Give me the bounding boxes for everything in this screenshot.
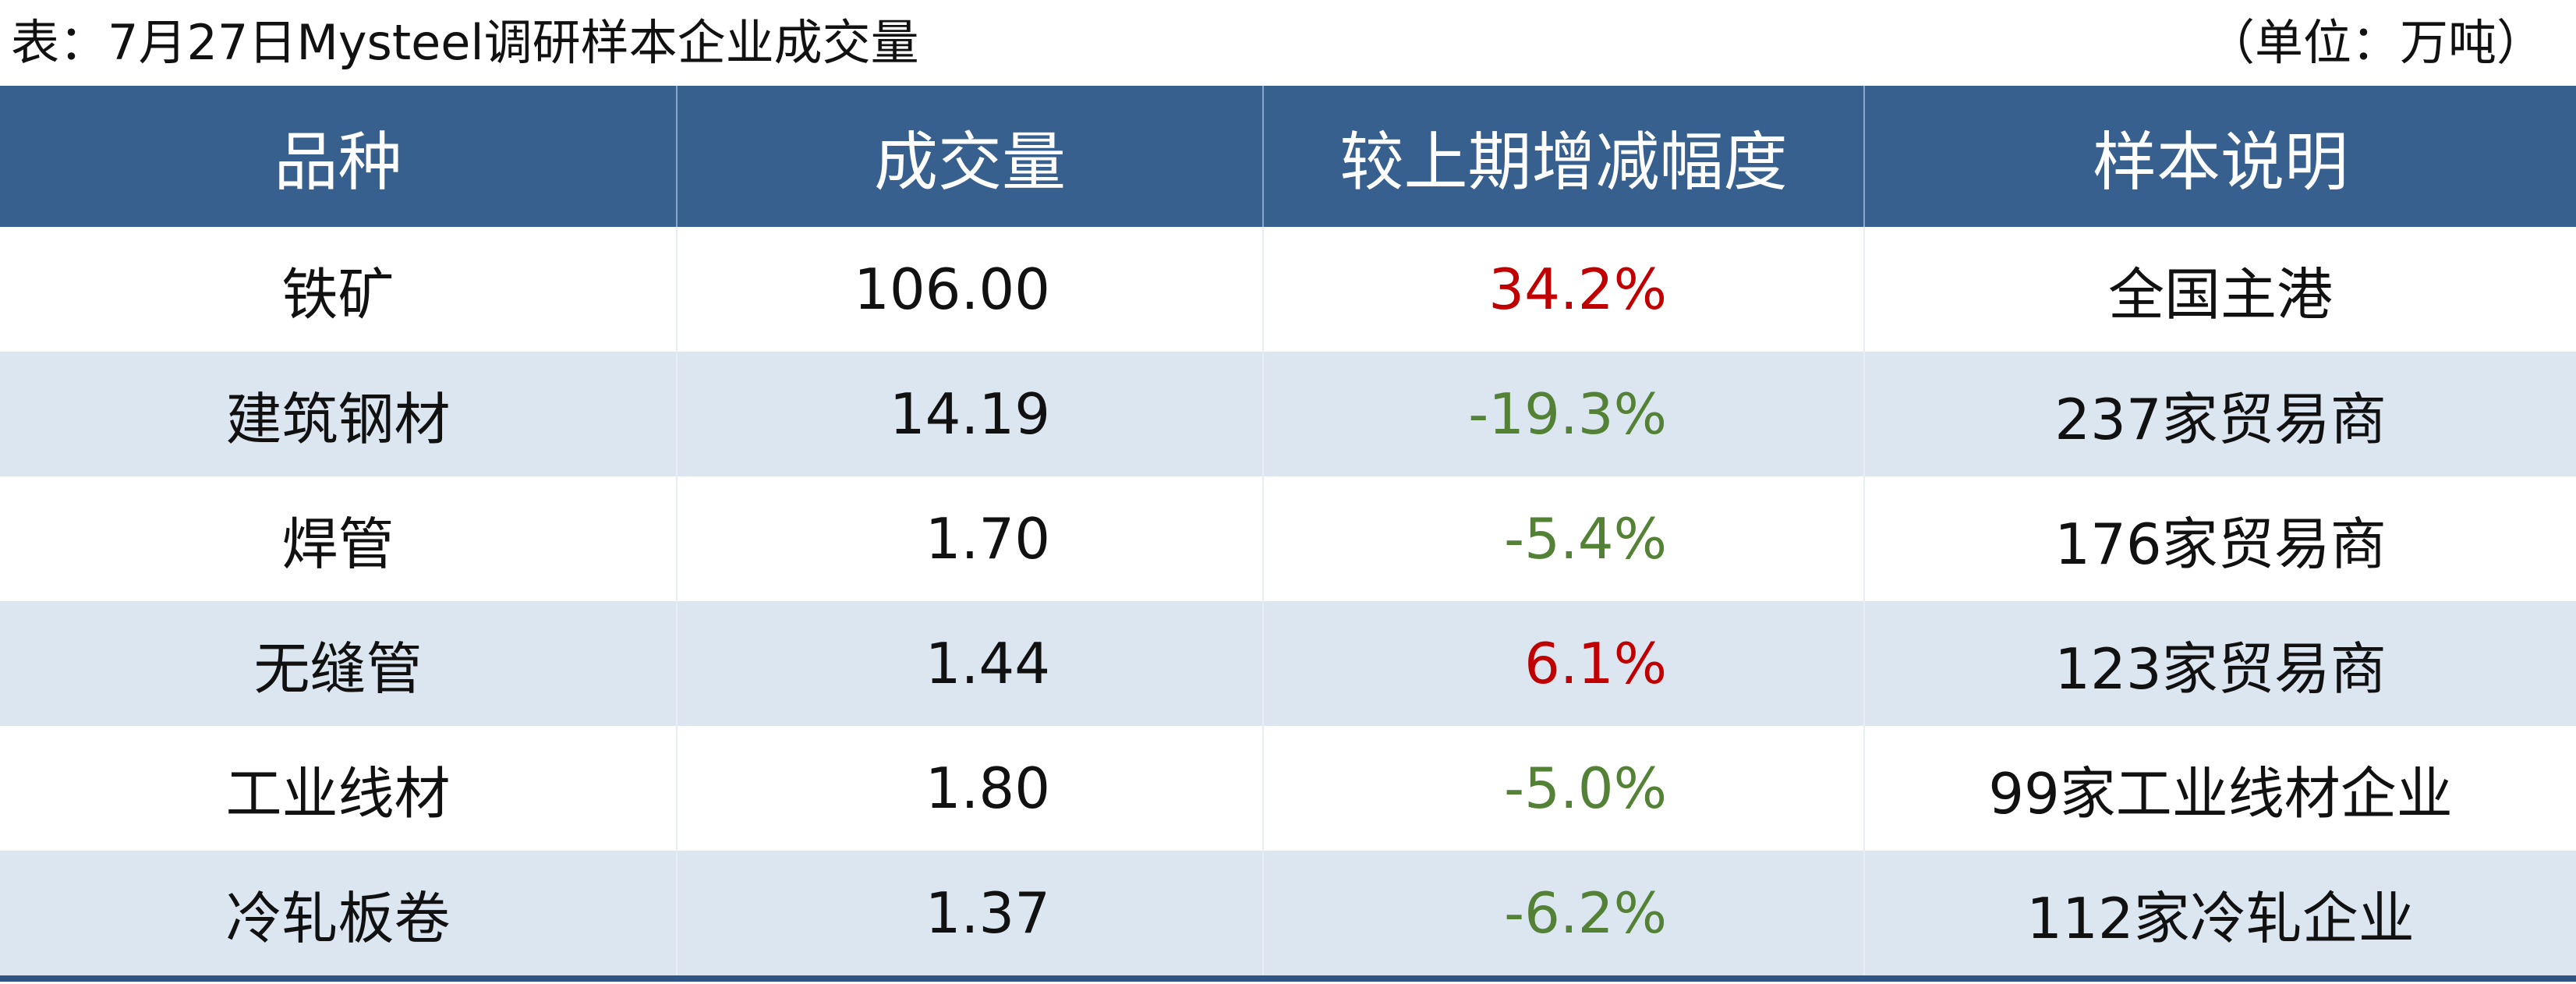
- column-header: 品种: [0, 86, 677, 227]
- table-cell: 建筑钢材: [0, 352, 677, 476]
- header-row: 品种 成交量 较上期增减幅度 样本说明: [0, 86, 2576, 227]
- table-cell: 123家贸易商: [1863, 601, 2576, 726]
- table-cell: -5.0%: [1262, 726, 1864, 851]
- table-cell: 237家贸易商: [1863, 352, 2576, 476]
- table-row: 工业线材 1.80 -5.0% 99家工业线材企业: [0, 726, 2576, 851]
- table-cell: 99家工业线材企业: [1863, 726, 2576, 851]
- table-cell: 焊管: [281, 511, 395, 577]
- table-row: 无缝管 1.44 6.1% 123家贸易商: [0, 601, 2576, 726]
- table-row: 铁矿 106.00 34.2% 全国主港: [0, 227, 2576, 352]
- table-cell: -19.3%: [1262, 352, 1864, 476]
- table-cell: 全国主港: [1863, 227, 2576, 352]
- table-cell: 无缝管: [0, 601, 677, 726]
- table-row: 焊管 1.70 -5.4% 176家贸易商: [0, 476, 2576, 601]
- table-cell: 1.37: [676, 851, 1263, 979]
- data-table: 品种 成交量 较上期增减幅度 样本说明 铁矿 106.00 34.2% 全国主港 建筑钢材 14…: [0, 86, 2576, 982]
- table-title: 表：7月27日Mysteel调研样本企业成交量: [11, 14, 919, 71]
- table-cell: 冷轧板卷: [0, 851, 677, 979]
- table-cell: 1.44: [676, 601, 1263, 726]
- table-cell: 铁矿: [281, 261, 395, 327]
- table-row: 建筑钢材 14.19 -19.3% 237家贸易商: [0, 352, 2576, 476]
- table-cell: 工业线材: [225, 760, 451, 826]
- table-cell: 34.2%: [1262, 227, 1864, 352]
- column-header: 样本说明: [1863, 86, 2576, 227]
- table-cell: -6.2%: [1262, 851, 1864, 979]
- column-header: 较上期增减幅度: [1262, 86, 1864, 227]
- table-cell: 176家贸易商: [1863, 476, 2576, 601]
- table-cell: 1.70: [676, 476, 1263, 601]
- table-cell: 14.19: [676, 352, 1263, 476]
- table-cell: 112家冷轧企业: [1863, 851, 2576, 979]
- unit-label: （单位：万吨）: [2206, 14, 2545, 71]
- table-cell: -5.4%: [1262, 476, 1864, 601]
- table-row: 冷轧板卷 1.37 -6.2% 112家冷轧企业: [0, 851, 2576, 979]
- column-header: 成交量: [676, 86, 1263, 227]
- table-body: 铁矿 106.00 34.2% 全国主港 建筑钢材 14.19 -19.3% 237家贸易商焊…: [0, 227, 2576, 979]
- table-cell: 106.00: [676, 227, 1263, 352]
- table-cell: 1.80: [676, 726, 1263, 851]
- table-cell: 6.1%: [1262, 601, 1864, 726]
